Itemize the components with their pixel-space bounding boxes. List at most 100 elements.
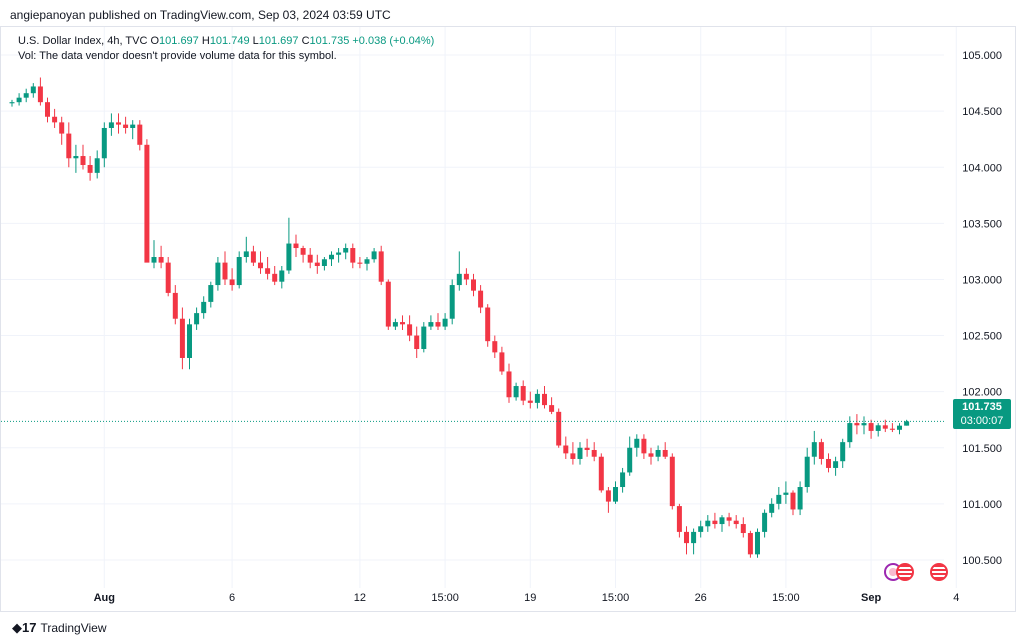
candle-body [641, 438, 647, 454]
candle-body [605, 490, 611, 502]
candle-body [45, 102, 50, 117]
candle-body [684, 531, 689, 544]
last-price-badge: 101.735 03:00:07 [953, 399, 1011, 429]
y-tick-label: 105.000 [962, 50, 1002, 62]
volume-note: Vol: The data vendor doesn't provide vol… [18, 50, 337, 62]
candle-body [691, 531, 697, 544]
candle-body [577, 447, 583, 459]
candle-body [94, 158, 100, 173]
close-label: C [301, 35, 310, 47]
y-tick-label: 103.000 [962, 274, 1002, 286]
x-tick-label: 4 [953, 592, 959, 604]
candle-body [286, 243, 292, 271]
candle-body [513, 386, 519, 398]
us-flag-icon[interactable] [930, 563, 948, 581]
candle-body [463, 273, 469, 280]
y-tick-label: 100.500 [962, 555, 1002, 567]
candle-body [527, 400, 533, 403]
candle-body [613, 487, 618, 502]
symbol-label: U.S. Dollar Index, 4h, TVC [18, 35, 148, 47]
candle-body [570, 453, 576, 459]
candle-body [23, 93, 29, 98]
high-value: 101.749 [209, 35, 250, 47]
candle-body [421, 326, 427, 350]
low-value: 101.697 [258, 35, 299, 47]
candle-body [194, 313, 200, 325]
candle-body [250, 251, 256, 263]
candle-body [719, 517, 725, 525]
price-axis: 105.000 104.500 104.000 103.500 103.000 102.5… [962, 50, 1002, 567]
candle-body [364, 259, 370, 264]
candle-body [236, 257, 242, 286]
candle-body [712, 520, 718, 525]
candle-body [300, 248, 306, 255]
y-tick-label: 103.500 [962, 218, 1002, 230]
candle-body [144, 144, 150, 263]
candle-body [229, 279, 235, 286]
low-label: L [252, 35, 259, 47]
candle-body [392, 322, 398, 327]
chart-frame[interactable] [0, 26, 1016, 612]
candle-body [868, 423, 874, 431]
candle-body [598, 456, 604, 491]
us-flag-icon[interactable] [896, 563, 914, 581]
grid [1, 27, 957, 588]
candle-body [321, 259, 327, 266]
candle-body [897, 425, 902, 430]
candle-body [108, 122, 114, 128]
candle-body [59, 122, 65, 134]
candle-body [385, 281, 391, 327]
candle-body [520, 386, 526, 401]
candle-body [314, 262, 320, 266]
candle-body [485, 307, 491, 342]
close-value: 101.735 [309, 35, 350, 47]
candle-body [534, 393, 540, 403]
candle-body [698, 526, 704, 532]
candle-body [407, 324, 413, 336]
candle-body [733, 520, 739, 525]
candle-body [215, 262, 221, 286]
publish-info: angiepanoyan published on TradingView.co… [10, 8, 391, 22]
candle-body [740, 524, 746, 534]
x-tick-label: Sep [861, 592, 881, 604]
candle-body [165, 262, 171, 293]
candle-body [804, 456, 810, 488]
candle-body [9, 102, 15, 104]
candle-body [726, 517, 732, 521]
y-tick-label: 101.500 [962, 443, 1002, 455]
footer: ◆17 TradingView [12, 620, 107, 636]
y-tick-label: 104.500 [962, 106, 1002, 118]
candle-body [471, 279, 476, 291]
candle-body [662, 449, 668, 457]
candle-body [705, 520, 711, 527]
candle-body [307, 254, 313, 263]
candle-body [563, 445, 569, 454]
y-tick-label: 101.000 [962, 499, 1002, 511]
candle-body [818, 442, 824, 459]
candle-body [648, 453, 654, 457]
candle-body [634, 438, 640, 448]
candle-body [101, 127, 107, 159]
y-tick-label: 102.500 [962, 331, 1002, 343]
candle-body [442, 318, 448, 327]
candle-body [783, 492, 789, 495]
candle-body [243, 251, 249, 258]
time-axis: Aug 6 12 15:00 19 15:00 26 15:00 Sep 4 [94, 592, 960, 604]
candle-body [882, 425, 888, 429]
candle-body [343, 248, 349, 253]
candle-body [137, 124, 143, 145]
candle-body [37, 86, 43, 103]
candle-body [208, 285, 214, 302]
candle-body [336, 252, 342, 255]
candle-body [456, 273, 462, 286]
candle-body [790, 492, 796, 510]
candle-body [371, 251, 377, 260]
candle-body [66, 133, 72, 159]
candles [9, 77, 910, 558]
candle-body [769, 503, 775, 513]
candle-body [904, 421, 910, 426]
x-tick-label: 19 [524, 592, 536, 604]
last-price: 101.735 [962, 401, 1002, 413]
candle-body [492, 341, 498, 353]
